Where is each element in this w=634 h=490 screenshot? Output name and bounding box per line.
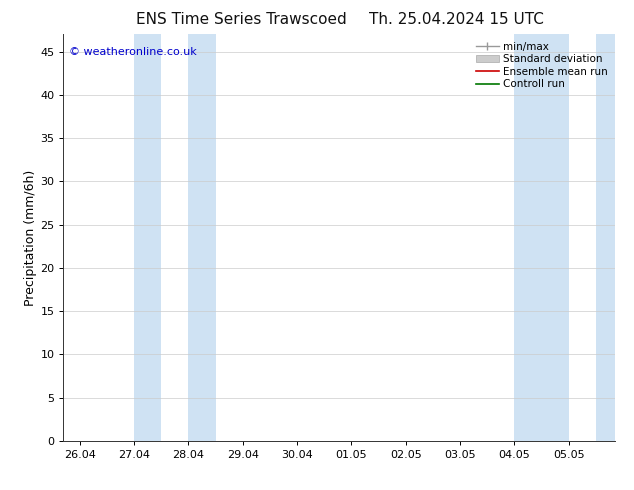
- Text: Th. 25.04.2024 15 UTC: Th. 25.04.2024 15 UTC: [369, 12, 544, 27]
- Text: ENS Time Series Trawscoed: ENS Time Series Trawscoed: [136, 12, 346, 27]
- Text: © weatheronline.co.uk: © weatheronline.co.uk: [69, 47, 197, 56]
- Bar: [596, 34, 623, 441]
- Bar: [134, 34, 161, 441]
- Legend: min/max, Standard deviation, Ensemble mean run, Controll run: min/max, Standard deviation, Ensemble me…: [474, 40, 610, 92]
- Bar: [514, 34, 541, 441]
- Y-axis label: Precipitation (mm/6h): Precipitation (mm/6h): [25, 170, 37, 306]
- Bar: [541, 34, 569, 441]
- Bar: [188, 34, 216, 441]
